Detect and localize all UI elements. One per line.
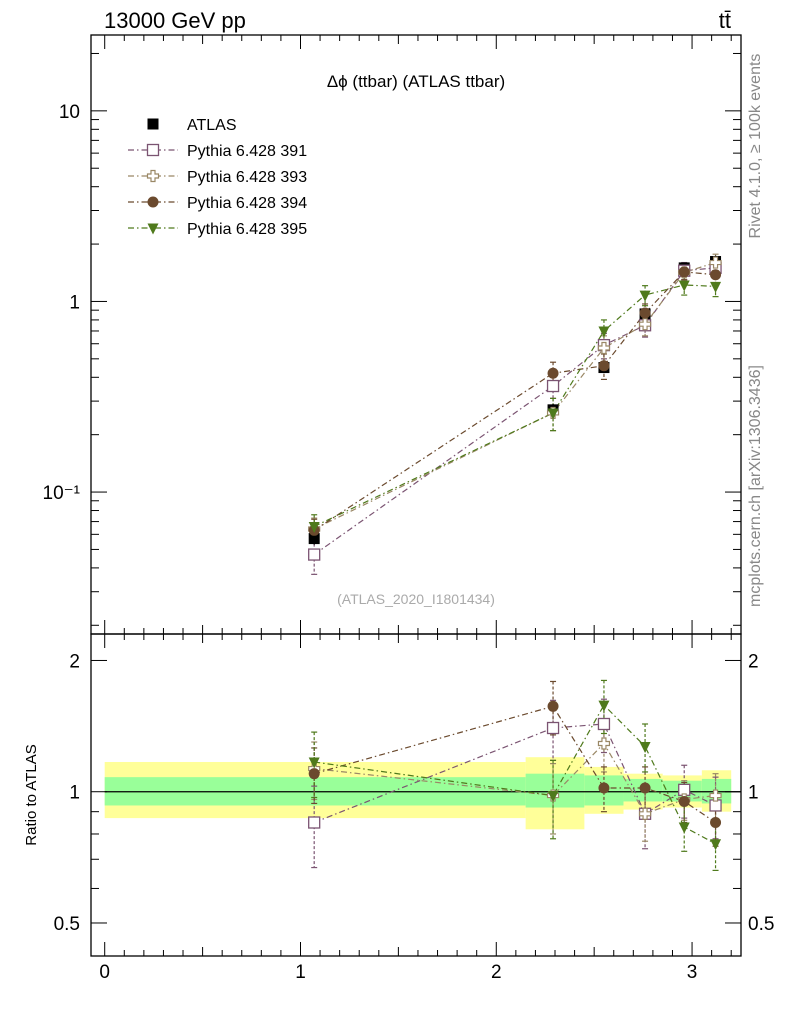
x-tick-label-0: 0 (99, 962, 110, 983)
x-tick-label-3: 3 (687, 962, 698, 983)
main-point-s2-p1 (547, 367, 559, 379)
main-point-s1-p5 (709, 256, 722, 269)
main-point-s0-p0 (308, 548, 321, 561)
legend-label-2: Pythia 6.428 393 (187, 169, 307, 186)
main-point-s0-p1 (546, 379, 560, 393)
ratio-y-tick-label-right-2: 0.5 (748, 914, 774, 935)
legend-marker-2 (146, 169, 160, 183)
ratio-point-s2-p0 (308, 768, 320, 780)
ratio-point-s3-p2 (598, 700, 610, 712)
main-point-s3-p3 (639, 290, 651, 302)
main-y-tick-label-2: 10⁻¹ (43, 483, 81, 504)
main-point-s2-p5 (710, 269, 722, 281)
ratio-point-s2-p5 (710, 817, 722, 829)
ratio-point-s3-p1 (547, 791, 559, 803)
ratio-frame (90, 633, 742, 957)
main-y-tick-label-0: 10 (59, 102, 80, 123)
ratio-point-s1-p3 (638, 807, 652, 820)
legend-label-1: Pythia 6.428 391 (187, 143, 307, 160)
ratio-y-tick-label-right-0: 2 (748, 651, 759, 672)
main-data-point-0 (308, 533, 320, 545)
main-point-s3-p4 (678, 280, 690, 292)
energy-label: 13000 GeV pp (104, 8, 246, 33)
ratio-point-s2-p2 (598, 782, 610, 794)
ratio-point-s1-p2 (597, 737, 611, 750)
main-point-s2-p3 (639, 307, 651, 319)
main-line-series-3 (313, 284, 716, 527)
main-line-series-0 (313, 267, 716, 556)
ratio-line-series-2 (314, 705, 716, 823)
ratio-point-s0-p1 (546, 721, 560, 735)
ratio-y-tick-label-right-1: 1 (748, 783, 759, 804)
x-tick-label-2: 2 (491, 962, 502, 983)
rivet-label: Rivet 4.1.0, ≥ 100k events (747, 54, 764, 239)
main-point-s2-p2 (598, 360, 610, 372)
x-tick-label-1: 1 (295, 962, 306, 983)
main-point-s1-p2 (597, 341, 611, 355)
main-point-s3-p1 (547, 408, 559, 420)
ratio-point-s0-p0 (308, 816, 321, 829)
mcplots-label: mcplots.cern.ch [arXiv:1306.3436] (747, 365, 764, 607)
analysis-id: (ATLAS_2020_I1801434) (337, 591, 495, 607)
ratio-point-s3-p0 (308, 757, 320, 769)
ratio-point-s3-p5 (710, 839, 722, 851)
ratio-point-s0-p2 (597, 717, 611, 731)
main-point-s3-p0 (308, 521, 320, 533)
main-point-s3-p5 (710, 281, 722, 293)
legend-label-0: ATLAS (187, 117, 237, 134)
ratio-y-tick-label-left-2: 0.5 (54, 914, 80, 935)
ratio-point-s2-p3 (639, 782, 651, 794)
legend-marker-4 (147, 223, 159, 235)
ratio-line-series-3 (314, 704, 716, 845)
ratio-y-tick-label-left-0: 2 (69, 651, 80, 672)
main-y-tick-label-1: 1 (69, 292, 80, 313)
ratio-point-s3-p3 (639, 741, 651, 753)
legend-marker-1 (146, 143, 160, 157)
ratio-point-s2-p4 (678, 795, 690, 807)
chart-title: Δϕ (ttbar) (ATLAS ttbar) (327, 72, 505, 91)
process-label: tt̄ (719, 8, 731, 33)
ratio-point-s3-p4 (678, 822, 690, 834)
ratio-point-s2-p1 (547, 700, 559, 712)
main-point-s2-p4 (678, 266, 690, 278)
main-point-s1-p3 (638, 318, 652, 331)
ratio-axis-label: Ratio to ATLAS (23, 744, 40, 845)
legend-label-3: Pythia 6.428 394 (187, 195, 307, 212)
legend-label-4: Pythia 6.428 395 (187, 221, 307, 238)
legend-marker-0 (147, 118, 159, 130)
ratio-point-s1-p5 (709, 789, 722, 802)
ratio-y-tick-label-left-1: 1 (69, 783, 80, 804)
legend-marker-3 (147, 196, 159, 208)
main-point-s3-p2 (598, 326, 610, 338)
